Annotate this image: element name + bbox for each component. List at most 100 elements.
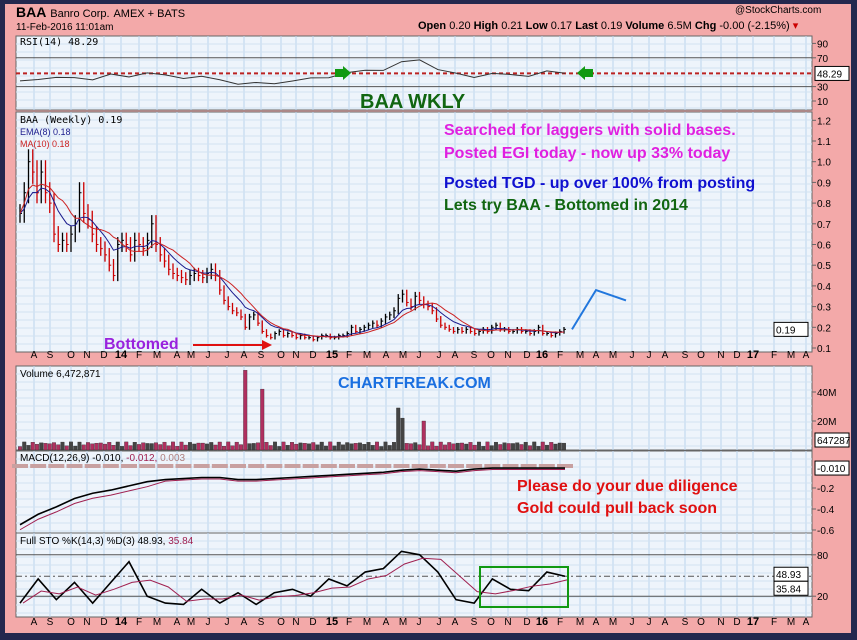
volume-last-label-box bbox=[814, 432, 850, 448]
volume-bar bbox=[141, 442, 146, 451]
volume-bar bbox=[315, 444, 320, 451]
x-tick-label: D bbox=[100, 350, 107, 361]
volume-bar bbox=[22, 441, 27, 451]
volume-bar bbox=[345, 442, 350, 451]
company-name: Banro Corp. bbox=[50, 8, 110, 20]
volume-bar bbox=[171, 441, 175, 451]
open-label: Open bbox=[418, 20, 447, 32]
x-tick-label: N bbox=[717, 617, 724, 628]
x-tick-label: O bbox=[697, 617, 705, 628]
x-tick-label: M bbox=[609, 350, 617, 361]
volume-bar bbox=[349, 443, 354, 451]
x-tick-label: M bbox=[153, 617, 161, 628]
x-tick-label: F bbox=[557, 350, 563, 361]
volume-bar bbox=[64, 445, 69, 451]
annotation-warn1: Please do your due diligence bbox=[517, 478, 738, 495]
macd-histogram-bar bbox=[538, 464, 555, 468]
macd-histogram-bar bbox=[121, 464, 137, 468]
volume-bar bbox=[477, 441, 481, 451]
volume-bar bbox=[341, 444, 345, 451]
volume-bar bbox=[149, 443, 154, 451]
volume-bar bbox=[426, 445, 430, 451]
volume-bar bbox=[90, 443, 95, 451]
sto-k-value: Full STO %K(14,3) %D(3) 48.93, bbox=[20, 536, 166, 547]
volume-bar bbox=[43, 443, 48, 451]
x-tick-label: F bbox=[346, 350, 352, 361]
x-tick-label: 16 bbox=[536, 616, 548, 628]
volume-bar bbox=[188, 442, 192, 451]
volume-bar bbox=[115, 441, 120, 451]
price-tick-label: 0.9 bbox=[817, 178, 831, 189]
x-tick-label: A bbox=[662, 350, 669, 361]
x-tick-label: N bbox=[504, 350, 511, 361]
volume-bar bbox=[447, 442, 452, 451]
volume-bar bbox=[494, 441, 498, 451]
x-tick-label: A bbox=[383, 617, 390, 628]
x-tick-label: A bbox=[452, 617, 459, 628]
volume-bar bbox=[545, 444, 549, 451]
volume-bar bbox=[332, 445, 337, 451]
volume-bar bbox=[413, 442, 418, 451]
rsi-tick-label: 70 bbox=[817, 54, 829, 65]
volume-bar bbox=[213, 444, 218, 451]
volume-bar bbox=[532, 441, 537, 451]
volume-bar bbox=[111, 445, 116, 451]
volume-bar bbox=[239, 444, 243, 451]
macd-signal-line bbox=[19, 469, 565, 531]
volume-bar bbox=[455, 442, 460, 451]
volume-bar bbox=[387, 445, 392, 451]
macd-histogram-bar bbox=[357, 464, 374, 468]
x-tick-label: O bbox=[487, 350, 495, 361]
volume-bar bbox=[307, 443, 311, 451]
macd-histogram-bar bbox=[248, 464, 265, 468]
rsi-tick-label: 30 bbox=[817, 83, 829, 94]
volume-bar bbox=[353, 443, 358, 451]
volume-bar bbox=[273, 441, 277, 451]
volume-bar bbox=[549, 442, 554, 451]
macd-histogram-bar bbox=[66, 464, 83, 468]
price-tick-label: 0.6 bbox=[817, 241, 831, 252]
x-tick-label: M bbox=[576, 617, 584, 628]
sto-d-value: 35.84 bbox=[168, 536, 194, 547]
x-tick-label: M bbox=[187, 617, 195, 628]
annotation-line4: Lets try BAA - Bottomed in 2014 bbox=[444, 197, 688, 214]
macd-histogram-bar bbox=[193, 464, 210, 468]
volume-bar bbox=[196, 442, 201, 451]
volume-bar bbox=[217, 441, 222, 451]
volume-bar bbox=[222, 445, 226, 451]
x-tick-label: A bbox=[174, 617, 181, 628]
volume-bar bbox=[434, 445, 439, 451]
x-tick-label: A bbox=[383, 350, 390, 361]
x-tick-label: 16 bbox=[536, 349, 548, 361]
macd-histogram-bar bbox=[102, 464, 119, 468]
volume-bar bbox=[528, 445, 532, 451]
volume-bar bbox=[472, 444, 477, 451]
macd-histogram-bar bbox=[557, 464, 573, 468]
volume-bar bbox=[268, 445, 273, 451]
volume-bar bbox=[523, 441, 528, 451]
volume-bar bbox=[400, 417, 405, 451]
volume-bar bbox=[468, 442, 473, 451]
x-tick-label: F bbox=[346, 617, 352, 628]
macd-histogram-bar bbox=[12, 464, 28, 468]
annotation-site: CHARTFREAK.COM bbox=[338, 375, 491, 392]
x-tick-label: A bbox=[174, 350, 181, 361]
volume-bar bbox=[73, 445, 78, 451]
volume-tick-label: 40M bbox=[817, 388, 836, 399]
x-tick-label: F bbox=[136, 350, 142, 361]
price-tick-label: 0.3 bbox=[817, 303, 831, 314]
volume-bar bbox=[358, 442, 362, 451]
volume-bar bbox=[98, 442, 103, 451]
sto-tick-label: 20 bbox=[817, 592, 829, 603]
x-tick-label: M bbox=[363, 617, 371, 628]
volume-bar bbox=[362, 444, 367, 451]
x-tick-label: D bbox=[523, 350, 530, 361]
low-value: 0.17 bbox=[550, 20, 573, 32]
volume-tick-label: 20M bbox=[817, 417, 836, 428]
bottomed-arrow-icon bbox=[262, 340, 272, 350]
price-tick-label: 0.7 bbox=[817, 220, 831, 231]
panel-4 bbox=[15, 532, 813, 618]
down-triangle-icon: ▾ bbox=[792, 20, 799, 32]
price-tick-label: 1.2 bbox=[817, 116, 831, 127]
